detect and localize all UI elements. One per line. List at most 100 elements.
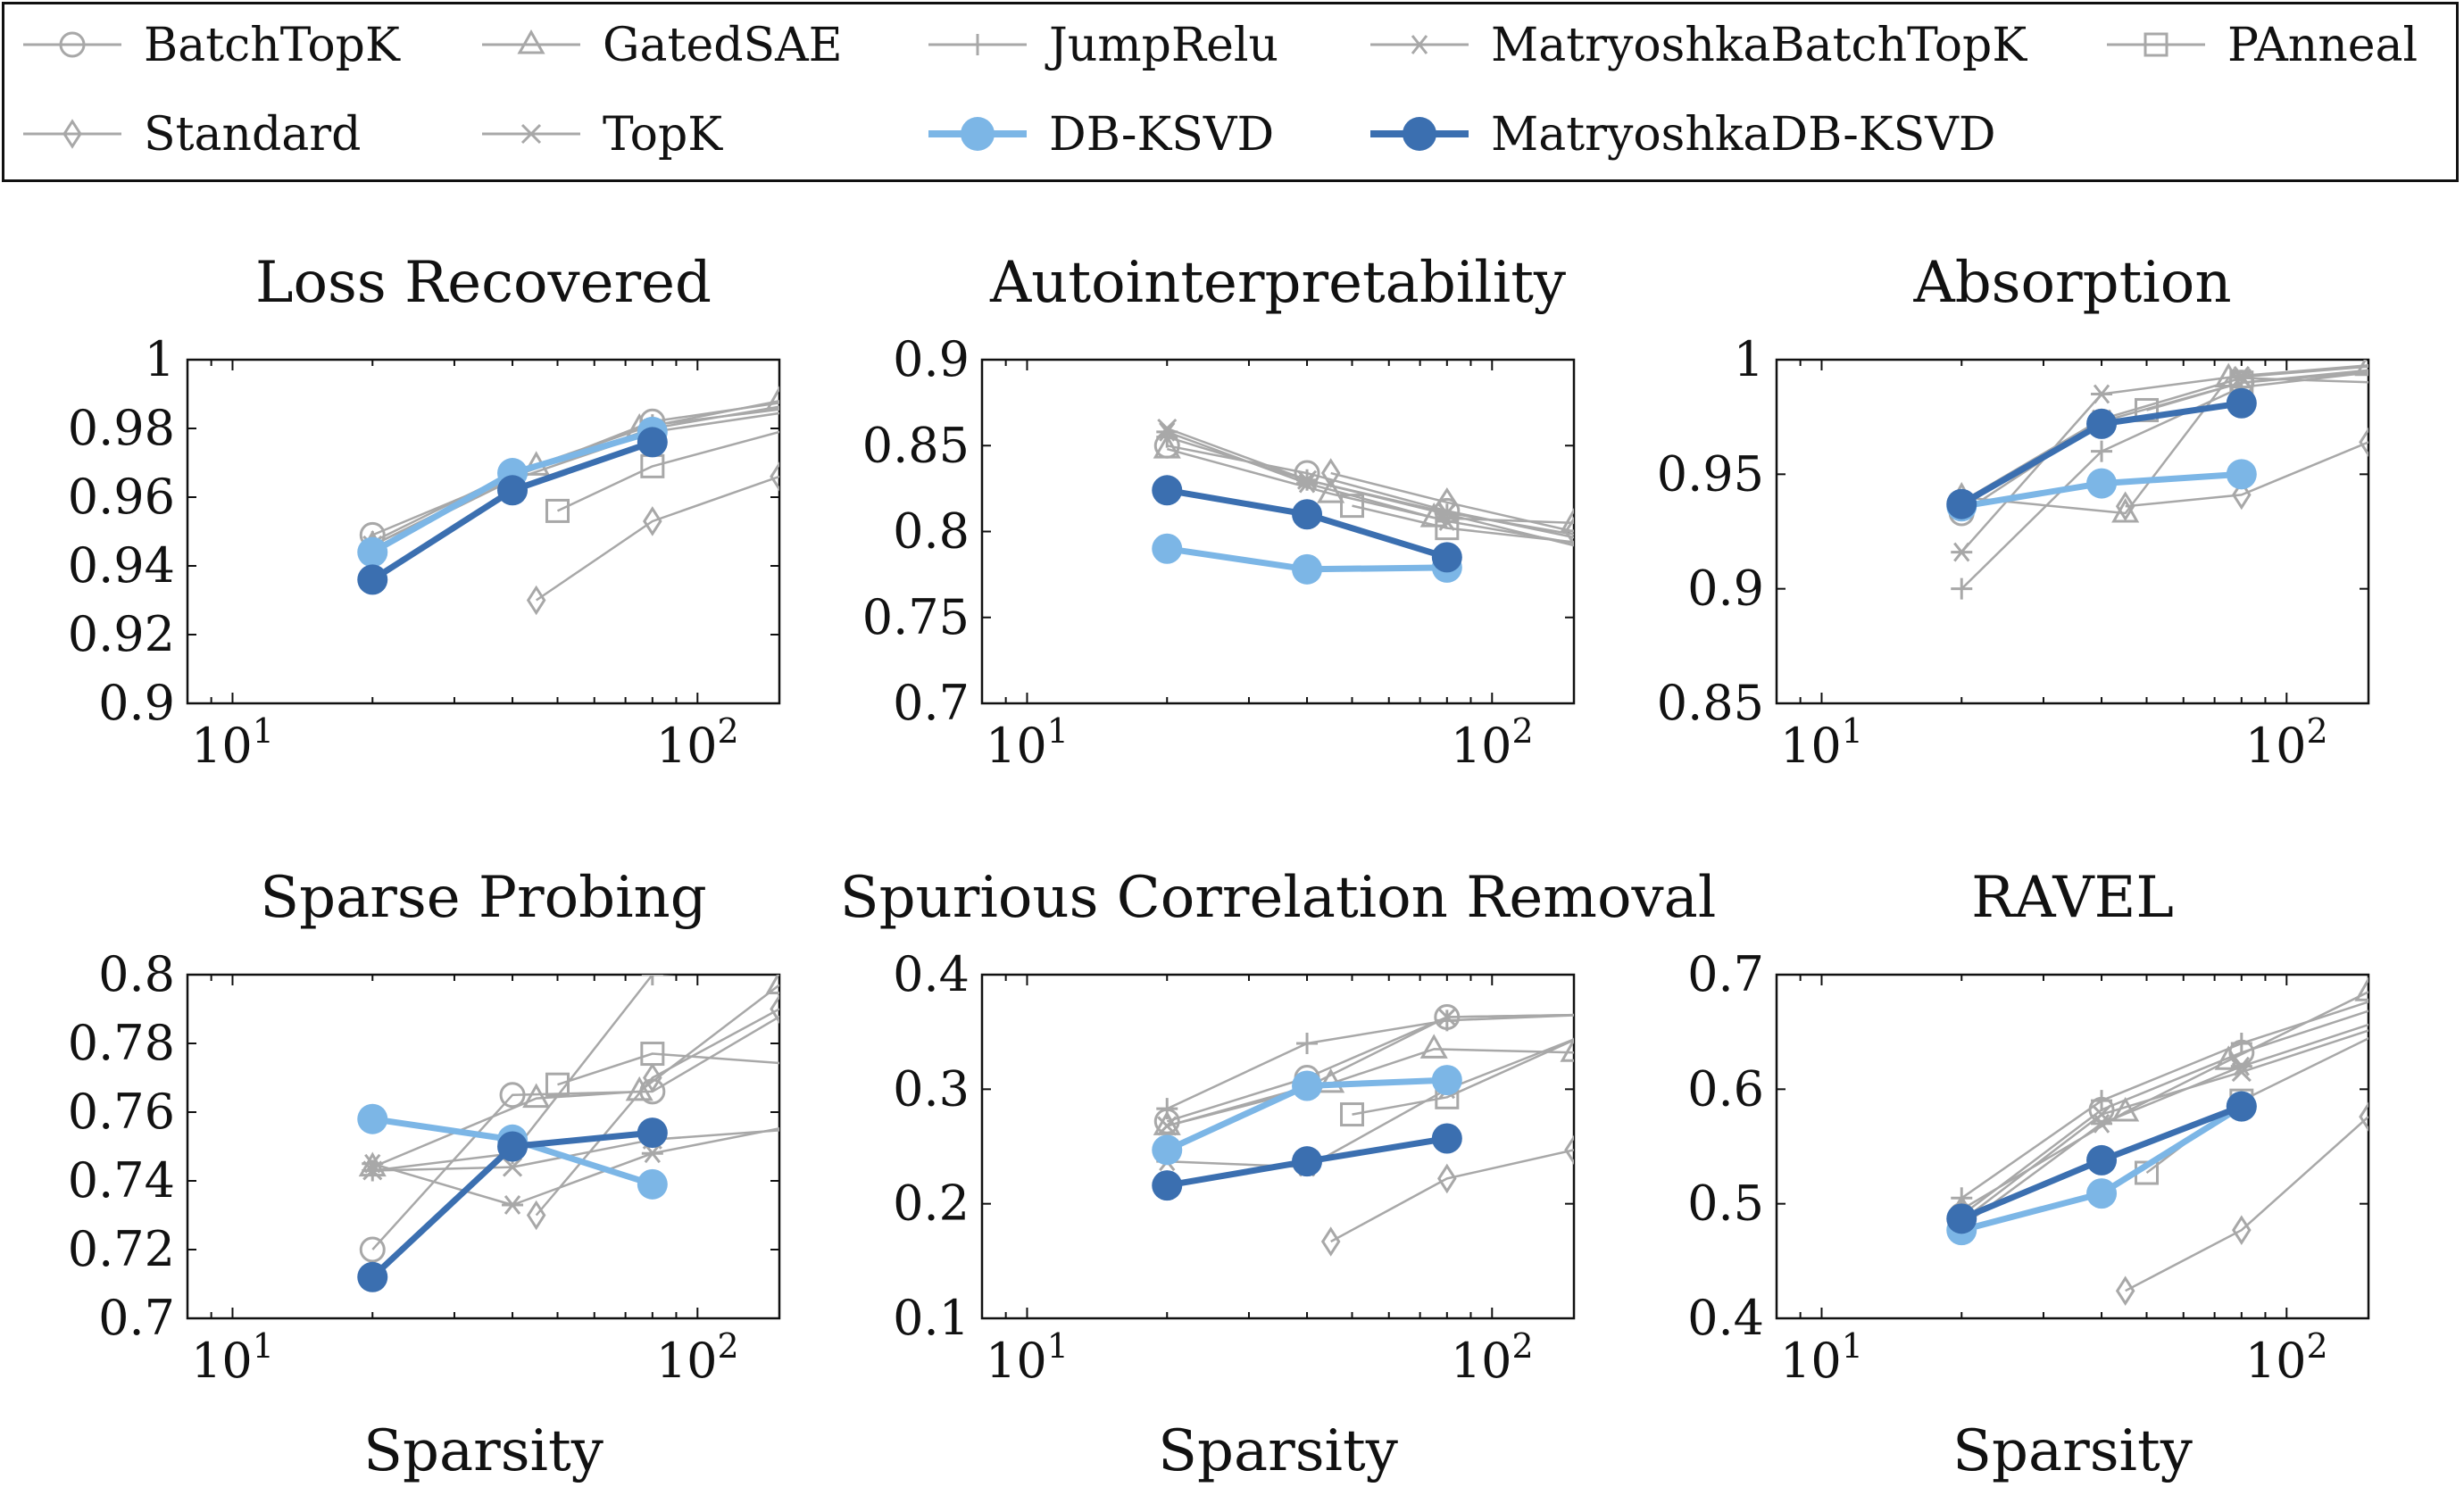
data-point-topk xyxy=(2373,374,2391,392)
series-line-matryoshkabatchtopk xyxy=(371,411,779,550)
chart-title: Loss Recovered xyxy=(255,250,712,316)
data-point-topk xyxy=(1157,1116,1178,1136)
series-line-jumprelu xyxy=(1166,1014,1574,1110)
y-tick-label: 0.8 xyxy=(893,503,970,560)
data-point-standard xyxy=(643,1062,662,1093)
y-tick-label: 0.2 xyxy=(893,1176,970,1232)
series-line-batchtopk xyxy=(1960,1009,2368,1217)
series-line-gatedsae xyxy=(1961,365,2368,515)
data-point-jumprelu xyxy=(2371,361,2393,382)
series-line-matryoshkabatchtopk xyxy=(1167,1038,1574,1168)
series-jumprelu xyxy=(362,975,676,1182)
data-point-db-ksvd xyxy=(2086,1178,2118,1209)
data-point-db-ksvd xyxy=(1431,1065,1462,1096)
data-point-panneal xyxy=(782,1053,803,1075)
legend-marker-star xyxy=(1409,35,1430,54)
legend-box xyxy=(2,2,2459,182)
series-line-standard xyxy=(1330,471,1574,533)
data-point-matryoshkadb-ksvd xyxy=(2086,408,2118,439)
data-point-standard xyxy=(2232,1215,2252,1245)
data-point-matryoshkadb-ksvd xyxy=(1292,499,1323,530)
series-line-panneal xyxy=(1352,504,1574,544)
data-point-gatedsae xyxy=(625,1076,653,1101)
plot-frame xyxy=(186,358,781,705)
y-tick-label: 0.7 xyxy=(893,675,970,731)
data-point-matryoshkadb-ksvd xyxy=(1946,1203,1977,1234)
data-point-gatedsae xyxy=(1560,507,1574,533)
data-point-batchtopk xyxy=(2370,995,2393,1018)
series-line-topk xyxy=(1166,427,1574,536)
series-db-ksvd xyxy=(1946,459,2257,522)
data-point-panneal xyxy=(545,498,570,523)
series-line-panneal xyxy=(1352,1038,1574,1116)
data-point-panneal xyxy=(782,418,803,439)
y-tick-label: 0.1 xyxy=(893,1290,970,1346)
series-matryoshkadb-ksvd xyxy=(1152,1123,1462,1201)
data-point-jumprelu xyxy=(2091,440,2113,462)
data-point-gatedsae xyxy=(1560,1037,1574,1062)
plot-frame xyxy=(186,973,781,1320)
data-point-db-ksvd xyxy=(1152,533,1183,564)
legend-label: GatedSAE xyxy=(603,19,843,72)
legend-label: PAnneal xyxy=(2227,19,2418,72)
data-point-standard xyxy=(526,585,546,616)
legend-label: JumpRelu xyxy=(1045,19,1278,72)
series-matryoshkadb-ksvd xyxy=(357,427,668,595)
y-tick-label: 0.76 xyxy=(68,1084,175,1140)
data-point-standard xyxy=(2115,1275,2135,1306)
legend-label: MatryoshkaDB-KSVD xyxy=(1491,108,1996,162)
data-point-db-ksvd xyxy=(1292,553,1323,585)
data-point-panneal xyxy=(1340,494,1365,519)
legend-label: Standard xyxy=(144,108,361,162)
data-point-jumprelu xyxy=(1951,577,1973,600)
data-point-jumprelu xyxy=(2371,987,2393,1009)
data-point-matryoshkabatchtopk xyxy=(1951,542,1973,562)
x-tick-label: 102 xyxy=(1451,711,1534,774)
data-point-batchtopk xyxy=(359,1236,386,1263)
x-tick-label: 102 xyxy=(2245,1326,2328,1389)
legend-marker-cross xyxy=(520,123,542,145)
data-point-matryoshkadb-ksvd xyxy=(497,1131,529,1162)
data-point-standard xyxy=(2359,427,2368,458)
chart-title: Absorption xyxy=(1912,250,2231,316)
x-tick-label: 101 xyxy=(191,711,274,774)
y-tick-label: 0.92 xyxy=(68,606,175,662)
series-line-topk xyxy=(1166,1013,1574,1127)
series-line-standard xyxy=(1330,1149,1574,1243)
data-point-jumprelu xyxy=(2091,1090,2113,1112)
series-line-matryoshkabatchtopk xyxy=(1166,430,1574,544)
legend-marker-filled-circle xyxy=(1403,117,1436,151)
series-panneal xyxy=(1340,494,1574,544)
data-point-topk xyxy=(1436,1007,1457,1027)
series-jumprelu xyxy=(1156,1009,1574,1120)
data-point-matryoshkabatchtopk xyxy=(782,403,803,420)
y-tick-label: 0.6 xyxy=(1687,1060,1764,1117)
series-standard xyxy=(2115,1101,2368,1306)
data-point-topk xyxy=(1578,528,1596,545)
data-point-gatedsae xyxy=(765,975,779,995)
chart-title: Autointerpretability xyxy=(989,250,1566,316)
data-point-standard xyxy=(526,1200,546,1231)
y-tick-label: 0.9 xyxy=(893,331,970,387)
series-line-jumprelu xyxy=(371,408,779,544)
data-point-db-ksvd xyxy=(637,1168,668,1200)
data-point-db-ksvd xyxy=(2226,459,2257,490)
x-tick-label: 101 xyxy=(986,711,1069,774)
data-point-panneal xyxy=(2371,1021,2393,1043)
y-tick-label: 0.94 xyxy=(68,537,175,594)
series-line-panneal xyxy=(556,430,779,512)
y-tick-label: 0.96 xyxy=(68,469,175,525)
x-tick-label: 101 xyxy=(1780,1326,1863,1389)
data-point-db-ksvd xyxy=(2086,468,2118,499)
series-matryoshkabatchtopk xyxy=(1951,364,2368,562)
y-tick-label: 1 xyxy=(1734,331,1764,387)
data-point-standard xyxy=(1320,1226,1341,1257)
series-batchtopk xyxy=(1948,995,2393,1228)
y-tick-label: 0.95 xyxy=(1657,445,1764,502)
x-tick-label: 102 xyxy=(656,711,739,774)
y-tick-label: 0.4 xyxy=(1687,1290,1764,1346)
series-line-gatedsae xyxy=(1166,1048,1574,1127)
data-point-db-ksvd xyxy=(1152,1134,1183,1166)
data-point-gatedsae xyxy=(1317,1068,1345,1093)
series-matryoshkadb-ksvd xyxy=(357,1117,668,1292)
